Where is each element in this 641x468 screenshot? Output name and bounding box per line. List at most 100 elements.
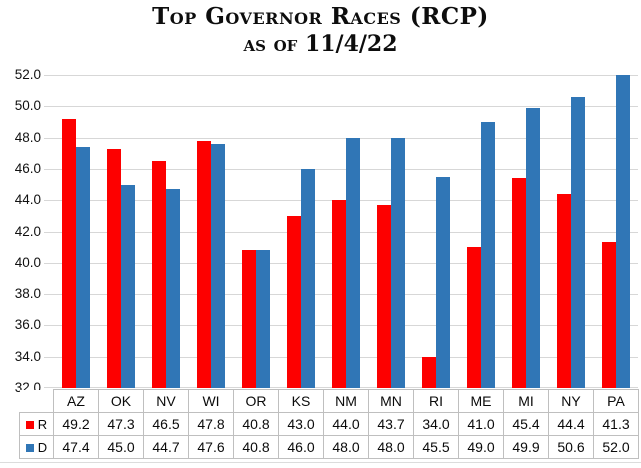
bar-r-ri (421, 356, 436, 388)
bar-group-wi (188, 75, 233, 388)
bar-group-mi (503, 75, 548, 388)
plot-area (44, 75, 638, 388)
bar-d-me (480, 121, 495, 388)
value-d-ks: 46.0 (278, 435, 324, 459)
bar-r-nm (331, 200, 346, 388)
y-axis-tick-label: 46.0 (14, 160, 41, 176)
gridline (44, 137, 638, 139)
bar-d-az (75, 147, 90, 388)
bar-r-ny (556, 193, 571, 388)
bar-r-nv (151, 161, 166, 388)
y-axis-tick-label: 48.0 (14, 129, 41, 145)
value-d-mn: 48.0 (368, 435, 414, 459)
value-r-or: 40.8 (233, 412, 279, 436)
value-d-ok: 45.0 (98, 435, 144, 459)
value-r-ri: 34.0 (413, 412, 459, 436)
bar-d-ri (435, 176, 450, 388)
bar-d-or (255, 250, 270, 388)
chart-title-line1: Top Governor Races (RCP) (152, 3, 489, 30)
bar-r-wi (196, 140, 211, 388)
data-table: AZ OK NV WI OR KS NM MN RI ME MI NY PA R 49.2 47.3 46.5 4… (19, 389, 639, 459)
value-d-or: 40.8 (233, 435, 279, 459)
bar-r-az (61, 118, 76, 388)
state-header-ri: RI (413, 389, 459, 413)
legend-swatch-r-icon (25, 420, 34, 429)
bar-d-ok (120, 184, 135, 388)
legend-key-d: D (19, 435, 54, 459)
table-corner-cell (19, 389, 54, 413)
value-d-nv: 44.7 (143, 435, 189, 459)
bar-series (53, 75, 638, 388)
state-header-mi: MI (503, 389, 549, 413)
bar-d-nv (165, 189, 180, 388)
bar-r-ks (286, 215, 301, 388)
value-d-me: 49.0 (458, 435, 504, 459)
y-axis-tick-label: 38.0 (14, 286, 41, 302)
value-r-mn: 43.7 (368, 412, 414, 436)
legend-key-r: R (19, 412, 54, 436)
bar-d-mn (390, 137, 405, 388)
bar-group-or (233, 75, 278, 388)
value-r-pa: 41.3 (593, 412, 639, 436)
state-header-nm: NM (323, 389, 369, 413)
value-r-nv: 46.5 (143, 412, 189, 436)
state-header-mn: MN (368, 389, 414, 413)
bar-group-ks (278, 75, 323, 388)
table-header-row: AZ OK NV WI OR KS NM MN RI ME MI NY PA (19, 389, 639, 413)
state-header-ok: OK (98, 389, 144, 413)
state-header-or: OR (233, 389, 279, 413)
y-axis-tick-label: 42.0 (14, 223, 41, 239)
bar-group-mn (368, 75, 413, 388)
state-header-wi: WI (188, 389, 234, 413)
value-d-ri: 45.5 (413, 435, 459, 459)
bar-r-pa (601, 242, 616, 388)
gridline (44, 75, 638, 76)
y-axis-tick-label: 34.0 (14, 348, 41, 364)
bar-r-mn (376, 204, 391, 388)
bar-r-ok (106, 148, 121, 388)
bar-r-me (466, 247, 481, 388)
table-row-r: R 49.2 47.3 46.5 47.8 40.8 43.0 44.0 43.7 34.0 41.… (19, 412, 639, 436)
state-header-ny: NY (548, 389, 594, 413)
value-r-ny: 44.4 (548, 412, 594, 436)
gridline (44, 106, 638, 108)
bar-r-mi (511, 178, 526, 388)
value-r-mi: 45.4 (503, 412, 549, 436)
value-r-me: 41.0 (458, 412, 504, 436)
state-header-az: AZ (53, 389, 99, 413)
bar-group-ny (548, 75, 593, 388)
value-d-pa: 52.0 (593, 435, 639, 459)
bar-group-ok (98, 75, 143, 388)
bar-group-az (53, 75, 98, 388)
bar-d-mi (525, 107, 540, 388)
bar-d-ks (300, 168, 315, 388)
value-r-az: 49.2 (53, 412, 99, 436)
bar-group-ri (413, 75, 458, 388)
value-d-nm: 48.0 (323, 435, 369, 459)
bar-group-nm (323, 75, 368, 388)
state-header-me: ME (458, 389, 504, 413)
chart-title: Top Governor Races (RCP) as of 11/4/22 (0, 2, 641, 58)
bar-d-nm (345, 137, 360, 388)
y-axis-tick-label: 50.0 (14, 98, 41, 114)
value-r-nm: 44.0 (323, 412, 369, 436)
value-d-mi: 49.9 (503, 435, 549, 459)
value-d-az: 47.4 (53, 435, 99, 459)
gridline (44, 168, 638, 170)
bar-d-pa (615, 75, 630, 388)
bar-group-nv (143, 75, 188, 388)
state-header-nv: NV (143, 389, 189, 413)
bar-r-or (241, 250, 256, 388)
bar-d-ny (570, 96, 585, 388)
bar-group-pa (593, 75, 638, 388)
table-row-d: D 47.4 45.0 44.7 47.6 40.8 46.0 48.0 48.0 45.5 49.… (19, 435, 639, 459)
legend-swatch-d-icon (25, 443, 34, 452)
value-d-wi: 47.6 (188, 435, 234, 459)
y-axis-tick-label: 40.0 (14, 254, 41, 270)
bar-d-wi (210, 143, 225, 388)
value-r-wi: 47.8 (188, 412, 234, 436)
y-axis-tick-label: 52.0 (14, 67, 41, 82)
bar-group-me (458, 75, 503, 388)
state-header-ks: KS (278, 389, 324, 413)
state-header-pa: PA (593, 389, 639, 413)
